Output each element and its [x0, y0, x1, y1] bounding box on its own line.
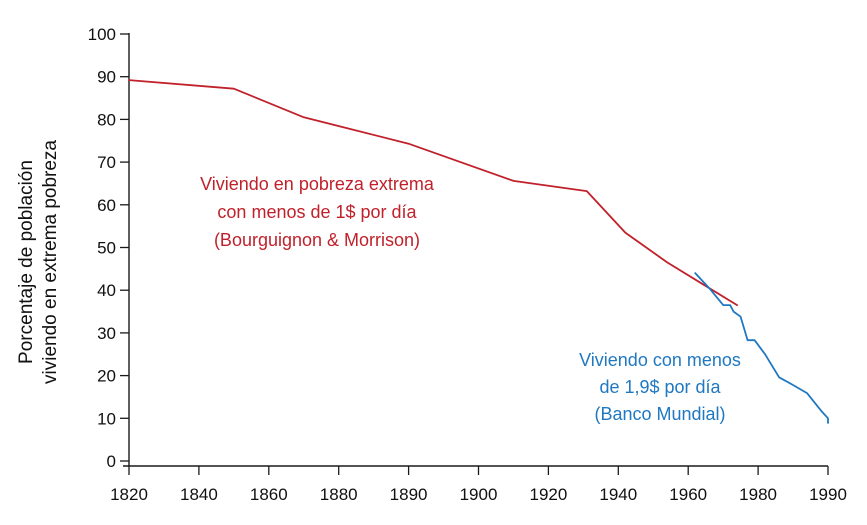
- x-tick-label: 1980: [739, 485, 777, 504]
- series-line-2: [694, 272, 829, 424]
- y-tick-label: 0: [107, 452, 116, 471]
- y-tick-label: 90: [97, 68, 116, 87]
- y-tick-label: 20: [97, 367, 116, 386]
- y-tick-label: 10: [97, 409, 116, 428]
- x-tick-label: 1820: [110, 485, 148, 504]
- y-tick-label: 30: [97, 324, 116, 343]
- y-tick-label: 80: [97, 110, 116, 129]
- x-tick-label: 1880: [320, 485, 358, 504]
- annotation-layer: Viviendo en pobreza extrema con menos de …: [200, 174, 741, 424]
- y-tick-label: 70: [97, 153, 116, 172]
- axes: 0 10 20 30 40 50 60 70 80 90 100 1820 1840 1860 1880 18…: [88, 25, 847, 504]
- annotation-2-line-2: de 1,9$ por día: [599, 377, 721, 397]
- annotation-1-line-2: con menos de 1$ por día: [217, 202, 417, 222]
- x-tick-label: 1960: [669, 485, 707, 504]
- annotation-2-line-1: Viviendo con menos: [579, 350, 741, 370]
- y-tick-label: 40: [97, 281, 116, 300]
- series-line-1: [128, 79, 738, 307]
- x-tick-label: 1920: [529, 485, 567, 504]
- y-axis-label: Porcentaje de población viviendo en extr…: [16, 140, 61, 384]
- x-tick-label: 1840: [180, 485, 218, 504]
- y-axis-label-line-1: Porcentaje de población: [16, 160, 37, 364]
- annotation-2-line-3: (Banco Mundial): [594, 404, 725, 424]
- x-tick-label: 1860: [250, 485, 288, 504]
- y-tick-label: 60: [97, 196, 116, 215]
- x-tick-label: 1900: [460, 485, 498, 504]
- x-tick-label: 1890: [390, 485, 428, 504]
- y-tick-label: 50: [97, 239, 116, 258]
- y-tick-label: 100: [88, 25, 116, 44]
- x-tick-label: 1940: [599, 485, 637, 504]
- y-axis-label-line-2: viviendo en extrema pobreza: [40, 140, 61, 384]
- annotation-1-line-3: (Bourguignon & Morrison): [214, 230, 420, 250]
- x-tick-label: 1990: [809, 485, 847, 504]
- annotation-1-line-1: Viviendo en pobreza extrema: [200, 174, 435, 194]
- series-layer: [128, 79, 829, 424]
